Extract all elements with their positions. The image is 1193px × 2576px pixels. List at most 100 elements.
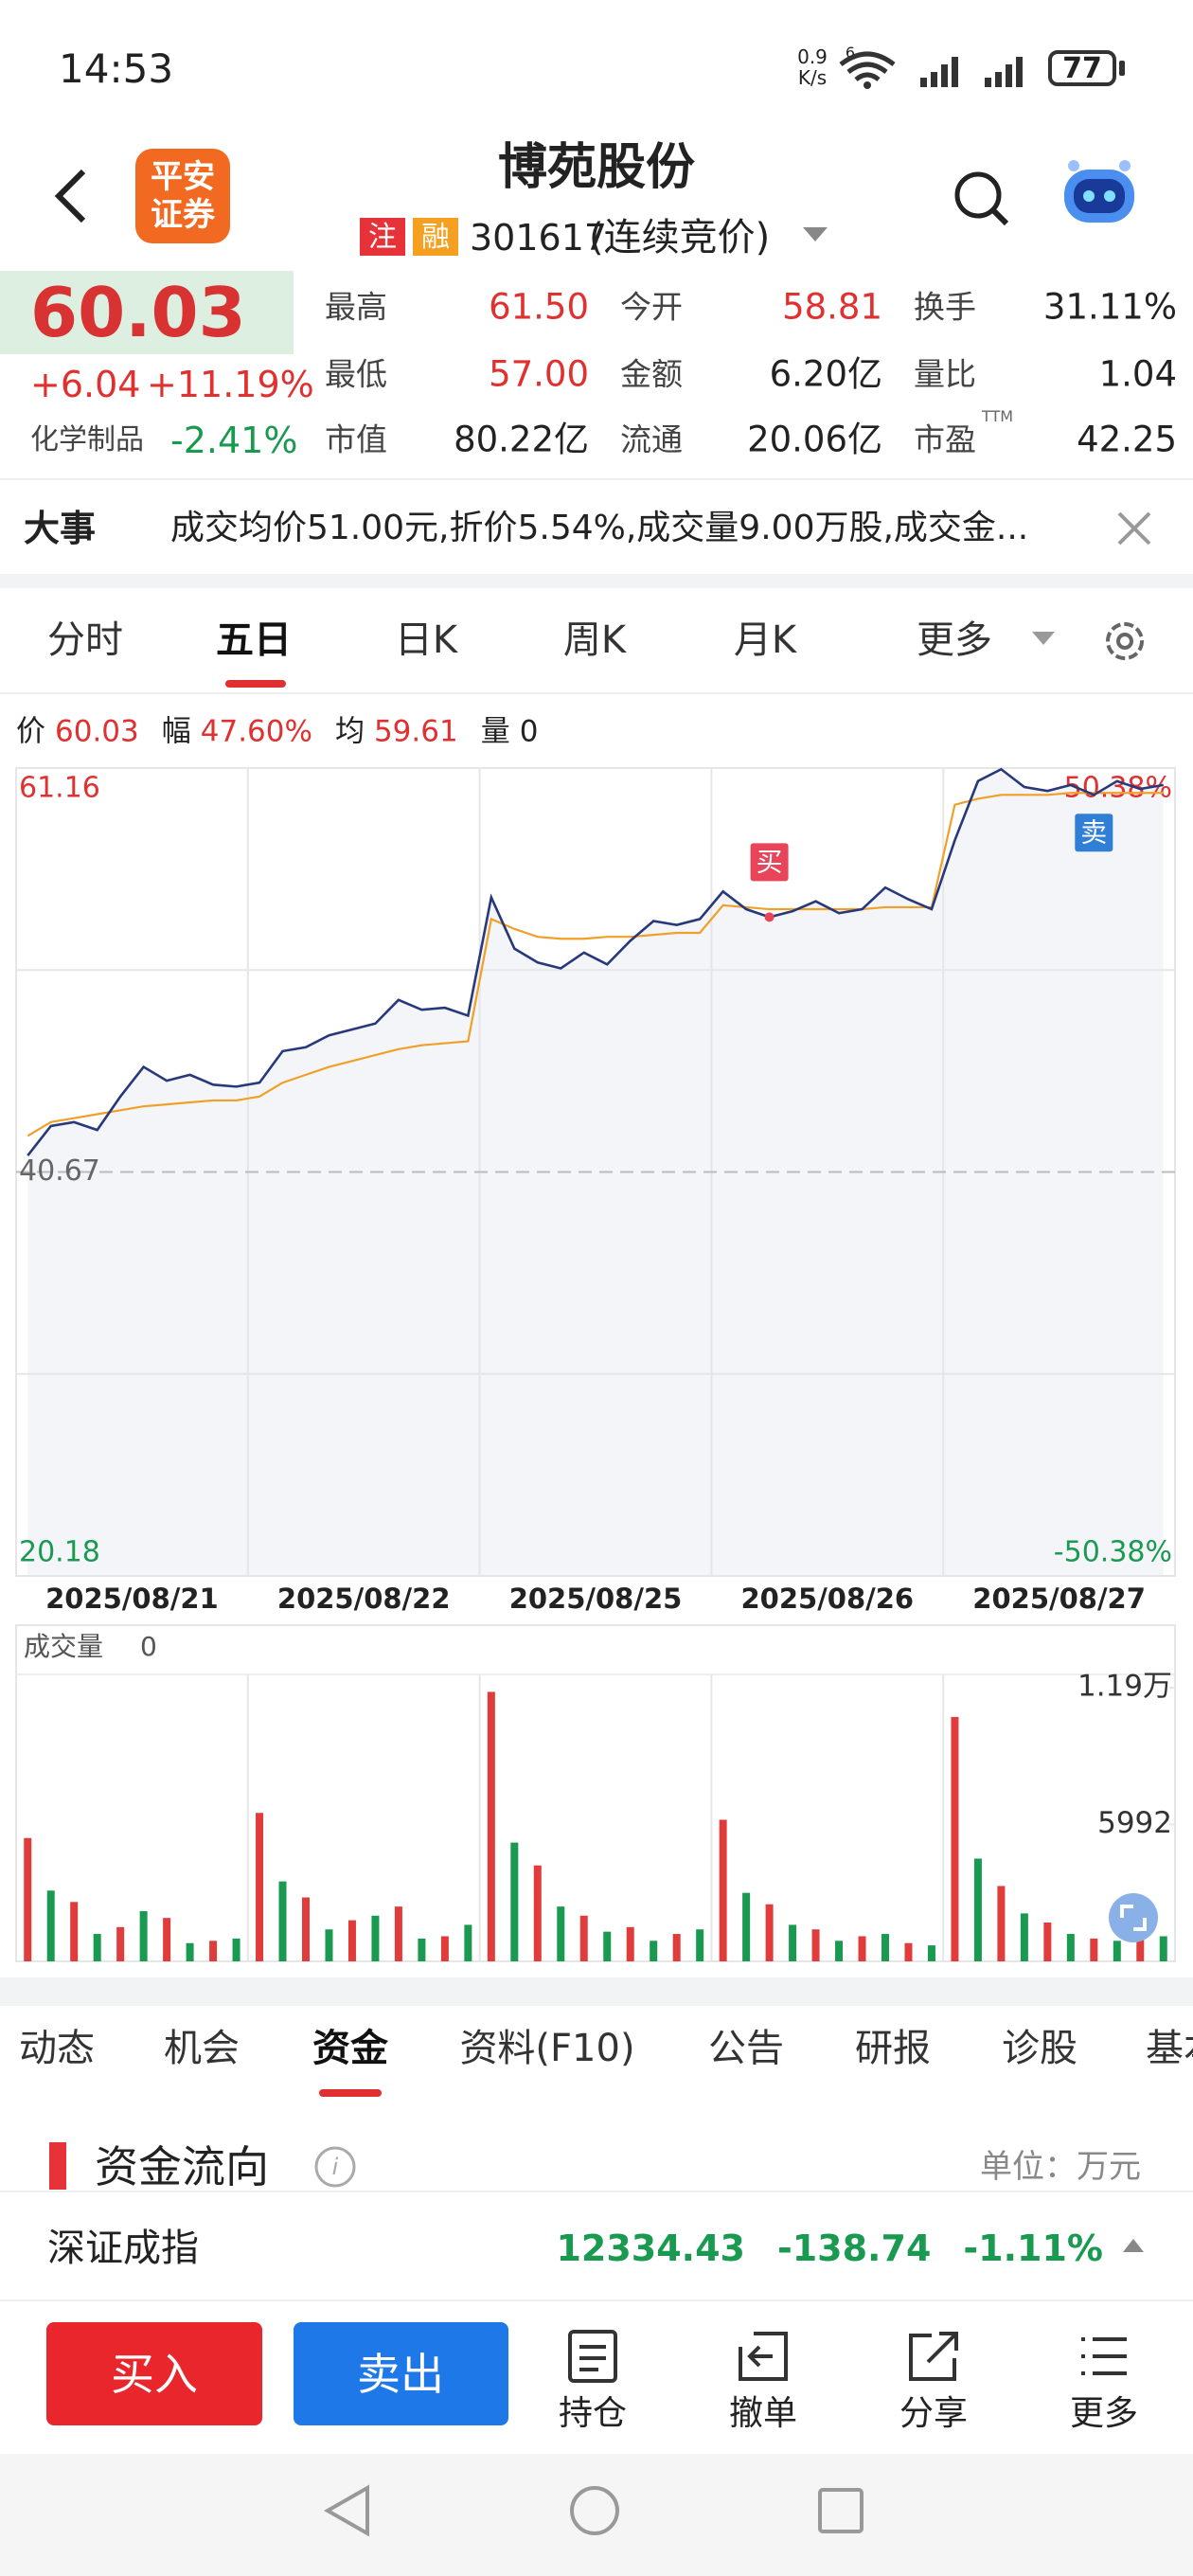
field-label: 今开	[620, 288, 683, 326]
x-tick-label: 2025/08/21	[45, 1583, 219, 1615]
chart-tab[interactable]: 五日	[216, 618, 292, 662]
index-values: 12334.43 -138.74 -1.11%	[556, 2230, 1103, 2266]
holdings-icon[interactable]	[564, 2328, 621, 2385]
bottom-tab[interactable]: 研报	[855, 2027, 931, 2070]
volume-bar	[186, 1942, 194, 1961]
volume-bar	[1043, 1923, 1052, 1961]
bottom-tab[interactable]: 公告	[708, 2027, 784, 2070]
y-tick-label: 40.67	[19, 1154, 100, 1188]
stock-name: 博苑股份	[497, 139, 696, 196]
action-label: 分享	[899, 2394, 969, 2433]
chart-tab[interactable]: 日K	[394, 618, 458, 662]
bottom-tab[interactable]: 资金	[312, 2027, 388, 2070]
time: 14:53	[59, 45, 174, 92]
chart-tab[interactable]: 分时	[47, 618, 123, 662]
volume-bar	[811, 1929, 820, 1961]
news-text[interactable]: 成交均价51.00元,折价5.54%,成交量9.00万股,成交金...	[170, 509, 1029, 547]
bottom-tab[interactable]: 资料(F10)	[459, 2027, 635, 2070]
cancel-icon[interactable]	[735, 2328, 792, 2385]
bottom-tab[interactable]: 基本	[1146, 2027, 1193, 2070]
bottom-tab[interactable]: 诊股	[1002, 2027, 1077, 2070]
field-label: 流通	[620, 420, 683, 458]
broker-logo[interactable]	[135, 149, 230, 243]
stock-code: 301617	[470, 217, 608, 259]
news-label: 大事	[24, 508, 97, 549]
action-label: 更多	[1069, 2394, 1139, 2433]
info-icon[interactable]: i	[312, 2144, 358, 2190]
share-icon[interactable]	[905, 2328, 962, 2385]
field-value: 20.06亿	[747, 419, 882, 460]
divider	[0, 692, 1193, 694]
logo-text: 证券	[151, 196, 215, 234]
x-tick-label: 2025/08/26	[740, 1583, 914, 1615]
assistant-icon[interactable]	[1059, 156, 1140, 232]
trade-marker-label: 卖	[1080, 816, 1107, 848]
sector-pct: -2.41%	[170, 420, 298, 461]
close-icon[interactable]	[1115, 510, 1153, 547]
bottom-tab[interactable]: 动态	[19, 2027, 95, 2070]
volume-bar	[603, 1931, 612, 1961]
trade-dot	[764, 912, 775, 922]
nav-bar	[0, 2454, 1193, 2576]
settings-icon[interactable]	[1100, 617, 1149, 666]
tag: 融	[421, 221, 450, 254]
bottom-tab[interactable]: 机会	[164, 2027, 240, 2070]
expand-button[interactable]	[1109, 1893, 1158, 1942]
trade-status[interactable]: (连续竞价)	[589, 216, 771, 259]
volume-title: 成交量	[24, 1631, 103, 1662]
volume-bar	[973, 1858, 982, 1961]
volume-bar	[418, 1938, 426, 1961]
volume-bar	[533, 1865, 542, 1961]
chart-tab[interactable]: 周K	[562, 618, 627, 662]
tab-underline	[225, 680, 286, 688]
more-icon[interactable]	[1076, 2328, 1132, 2385]
info-value: 0	[519, 714, 539, 749]
info-label: 均	[334, 714, 365, 749]
x-tick-label: 2025/08/25	[509, 1583, 683, 1615]
index-change-pct: -1.11%	[963, 2227, 1103, 2269]
signal-label: 6	[845, 44, 856, 62]
sell-button[interactable]	[294, 2322, 508, 2425]
tag-bg	[413, 218, 458, 256]
volume-bar	[742, 1892, 751, 1961]
volume-bar	[557, 1906, 565, 1961]
volume-bar	[696, 1929, 704, 1961]
dropdown-arrow[interactable]	[803, 227, 828, 244]
volume-bar	[789, 1924, 797, 1961]
unit: 单位：万元	[980, 2148, 1141, 2186]
nav-buttons[interactable]	[312, 2482, 881, 2539]
volume-bar	[1020, 1913, 1028, 1961]
volume-bar	[139, 1910, 148, 1961]
y-tick-label: 5992	[1097, 1806, 1172, 1840]
y2-tick-label: 50.38%	[1064, 772, 1172, 805]
buy-label: 买入	[111, 2349, 198, 2400]
volume-bar	[278, 1881, 287, 1961]
back-button[interactable]	[47, 166, 95, 226]
more-arrow[interactable]	[1032, 632, 1055, 647]
chart-tab[interactable]: 更多	[917, 618, 992, 662]
tag-bg	[360, 218, 405, 256]
divider	[0, 2191, 1193, 2192]
volume-bar	[93, 1934, 101, 1961]
volume-bar	[163, 1918, 171, 1961]
divider	[0, 478, 1193, 480]
volume-bar	[510, 1842, 519, 1961]
y-tick-label: 1.19万	[1077, 1670, 1172, 1704]
buy-button[interactable]	[46, 2322, 262, 2425]
field-label: 市值	[325, 420, 387, 458]
price: 60.03	[30, 273, 246, 352]
action-label: 撤单	[728, 2394, 798, 2433]
plot-bg	[15, 1624, 1176, 1962]
volume-bar	[70, 1902, 79, 1961]
volume-bar	[835, 1941, 844, 1961]
expand-glyph	[1120, 1905, 1147, 1931]
trade-marker	[750, 843, 789, 882]
net-speed-unit: K/s	[797, 66, 828, 89]
change: +6.04	[30, 364, 141, 405]
chart-tab[interactable]: 月K	[733, 618, 797, 662]
y-tick-label: 20.18	[19, 1536, 100, 1569]
expand-arrow[interactable]	[1123, 2239, 1144, 2254]
search-icon[interactable]	[952, 169, 1012, 229]
